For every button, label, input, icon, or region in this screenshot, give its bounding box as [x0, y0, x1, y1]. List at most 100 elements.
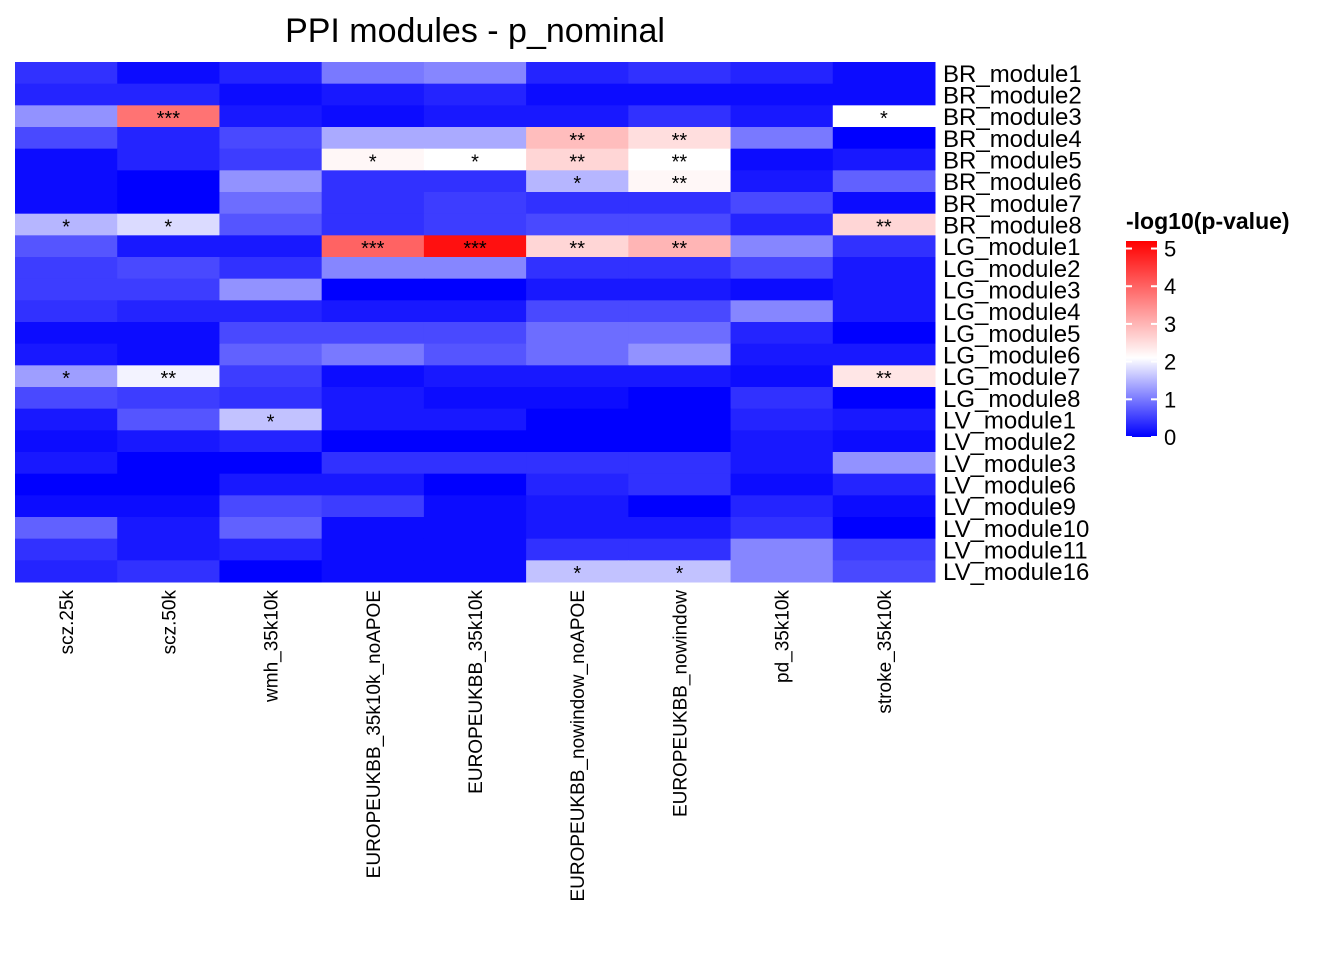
heatmap-cell [423, 148, 527, 171]
significance-label: *** [361, 238, 385, 260]
column-labels: scz.25k scz.50k wmh_35k10k EUROPEUKBB_35k10… [57, 590, 896, 902]
heatmap-cell [15, 538, 118, 561]
legend-tick-label: 5 [1164, 237, 1176, 262]
heatmap-cell [423, 408, 527, 431]
heatmap-cell [628, 517, 732, 540]
heatmap-cell [117, 170, 220, 193]
heatmap-cell [15, 127, 118, 150]
heatmap-cell [526, 343, 629, 366]
chart-title: PPI modules - p_nominal [285, 12, 665, 50]
heatmap-cells [15, 62, 936, 583]
heatmap-cell [526, 408, 629, 431]
row-label: BR_module5 [943, 148, 1082, 175]
heatmap-cell [832, 170, 936, 193]
heatmap-cell [219, 127, 323, 150]
heatmap-cell [117, 105, 220, 128]
heatmap-cell [117, 473, 220, 496]
heatmap-cell [117, 148, 220, 171]
heatmap-cell [117, 322, 220, 345]
heatmap-cell [321, 213, 425, 236]
heatmap-cell [832, 213, 936, 236]
heatmap-cell [321, 560, 425, 583]
heatmap-cell [730, 387, 834, 410]
heatmap-cell [321, 192, 425, 215]
heatmap-cell [219, 560, 323, 583]
heatmap-cell [832, 105, 936, 128]
row-label: LV_module2 [943, 429, 1076, 456]
heatmap-cell [423, 365, 527, 388]
row-label: BR_module6 [943, 169, 1082, 196]
heatmap-cell [219, 62, 323, 85]
heatmap-cell [15, 473, 118, 496]
heatmap-cell [117, 517, 220, 540]
heatmap-cell [321, 365, 425, 388]
heatmap-cell [526, 517, 629, 540]
heatmap-cell [15, 495, 118, 518]
column-label: scz.50k [159, 590, 180, 655]
heatmap-cell [423, 495, 527, 518]
heatmap-cell [730, 560, 834, 583]
heatmap-cell [832, 127, 936, 150]
heatmap-cell [628, 213, 732, 236]
significance-label: * [880, 108, 888, 130]
heatmap-cell [15, 365, 118, 388]
heatmap-cell [423, 430, 527, 453]
significance-label: ** [569, 238, 585, 260]
heatmap-cell [526, 213, 629, 236]
heatmap-cell [423, 343, 527, 366]
heatmap-cell [15, 322, 118, 345]
significance-label: * [369, 152, 377, 174]
heatmap-cell [832, 560, 936, 583]
heatmap-cell [628, 538, 732, 561]
heatmap-cell [526, 278, 629, 301]
heatmap-cell [117, 495, 220, 518]
heatmap-cell [117, 365, 220, 388]
heatmap-cell [117, 127, 220, 150]
heatmap-cell [730, 300, 834, 323]
heatmap-cell [628, 62, 732, 85]
heatmap-cell [15, 278, 118, 301]
heatmap-cell [628, 148, 732, 171]
heatmap-cell [832, 430, 936, 453]
heatmap-cell [117, 343, 220, 366]
column-label: EUROPEUKBB_35k10k_noAPOE [364, 590, 385, 878]
heatmap-cell [526, 83, 629, 106]
significance-label: * [573, 173, 581, 195]
heatmap-cell [117, 192, 220, 215]
heatmap-cell [526, 495, 629, 518]
significance-label: ** [672, 238, 688, 260]
heatmap-cell [321, 430, 425, 453]
heatmap-cell [526, 148, 629, 171]
significance-label: * [676, 563, 684, 585]
heatmap-cell [628, 105, 732, 128]
heatmap-cell [219, 170, 323, 193]
heatmap-cell [219, 257, 323, 280]
heatmap-cell [832, 300, 936, 323]
heatmap-cell [321, 517, 425, 540]
heatmap-cell [423, 62, 527, 85]
heatmap-cell [628, 300, 732, 323]
heatmap-cell [628, 408, 732, 431]
heatmap-cell [730, 408, 834, 431]
heatmap-cell [219, 473, 323, 496]
heatmap-cell [730, 83, 834, 106]
heatmap-cell [832, 322, 936, 345]
heatmap-cell [423, 560, 527, 583]
row-label: BR_module1 [943, 61, 1082, 88]
heatmap-cell [526, 235, 629, 258]
heatmap-cell [117, 560, 220, 583]
heatmap-cell [321, 235, 425, 258]
significance-label: * [62, 217, 70, 239]
row-label: LG_module5 [943, 321, 1080, 348]
significance-label: ** [161, 368, 177, 390]
heatmap-cell [526, 452, 629, 475]
significance-label: * [471, 152, 479, 174]
column-label: stroke_35k10k [875, 590, 896, 714]
heatmap-cell [321, 322, 425, 345]
heatmap-cell [15, 192, 118, 215]
legend-color-bar [1126, 241, 1157, 437]
heatmap-cell [730, 148, 834, 171]
heatmap-cell [832, 148, 936, 171]
column-label: pd_35k10k [773, 590, 794, 683]
